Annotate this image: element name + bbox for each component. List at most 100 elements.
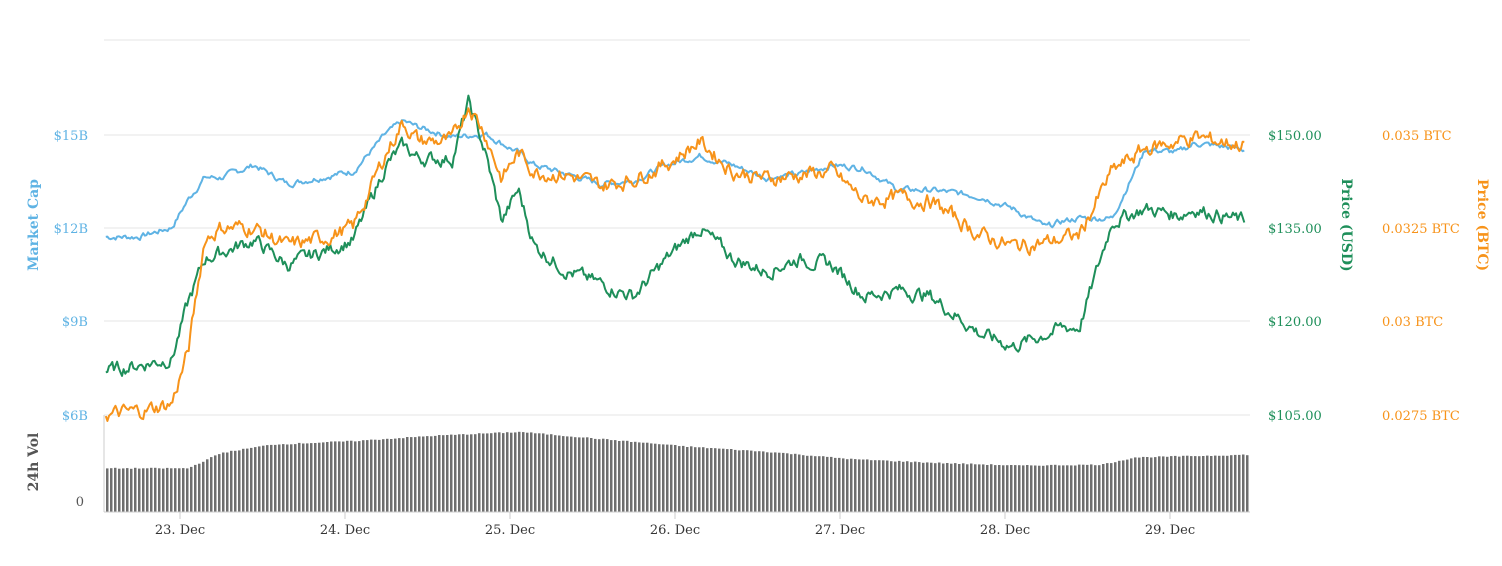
volume-bar [598, 439, 601, 512]
volume-bar [170, 468, 173, 512]
volume-bar [1018, 465, 1021, 512]
volume-bar [1122, 460, 1125, 512]
volume-bar [1082, 464, 1085, 512]
volume-bar [290, 444, 293, 512]
volume-bar [594, 438, 597, 512]
volume-bar [462, 434, 465, 512]
volume-bar [1230, 455, 1233, 512]
volume-bar [658, 444, 661, 512]
x-tick-label: 23. Dec [155, 523, 205, 538]
volume-bar [946, 463, 949, 512]
volume-bar [158, 468, 161, 512]
market_cap-tick: $12B [54, 222, 88, 237]
volume-bar [154, 467, 157, 512]
volume-bar [306, 443, 309, 512]
volume-bar [874, 460, 877, 512]
volume-bar [426, 436, 429, 512]
volume-bar [466, 434, 469, 512]
volume-bar [774, 452, 777, 512]
volume-bar [894, 461, 897, 512]
volume-zero-tick: 0 [76, 495, 84, 510]
volume-bar [730, 449, 733, 512]
volume-bar [706, 448, 709, 512]
volume-bar [414, 437, 417, 512]
volume-bar [1118, 460, 1121, 512]
volume-bar [622, 440, 625, 512]
volume-bar [846, 459, 849, 512]
volume-bar [690, 446, 693, 512]
volume-bar [682, 445, 685, 512]
volume-bar [286, 444, 289, 512]
volume-bar [1138, 457, 1141, 512]
volume-bar [978, 464, 981, 512]
volume-bar [1002, 465, 1005, 512]
volume-bar [1046, 465, 1049, 512]
volume-bar [1078, 464, 1081, 512]
volume-bar [1158, 456, 1161, 512]
volume-bar [542, 433, 545, 512]
volume-bar [450, 434, 453, 512]
volume-bar [258, 446, 261, 512]
volume-bar [334, 441, 337, 512]
volume-bar [694, 447, 697, 512]
volume-bar [202, 461, 205, 512]
volume-bar [738, 450, 741, 512]
volume-bar [1074, 465, 1077, 512]
price_btc-tick: 0.0275 BTC [1382, 409, 1460, 424]
volume-bar [806, 455, 809, 512]
volume-bar [1042, 465, 1045, 512]
volume-bar [1218, 455, 1221, 512]
volume-bar [446, 435, 449, 512]
volume-bar [326, 442, 329, 512]
volume-bar [1114, 462, 1117, 512]
volume-bar [794, 453, 797, 512]
volume-bar [526, 432, 529, 512]
volume-bar [1182, 455, 1185, 512]
volume-bar [994, 465, 997, 512]
volume-bar [974, 464, 977, 512]
volume-bar [406, 437, 409, 512]
volume-bar [534, 433, 537, 512]
volume-bar [398, 438, 401, 512]
volume-bar [1238, 454, 1241, 512]
volume-bar [558, 435, 561, 512]
volume-bar [910, 462, 913, 512]
volume-bar [1202, 456, 1205, 512]
volume-bar [1086, 464, 1089, 512]
volume-bar [106, 468, 109, 512]
volume-bar [1198, 456, 1201, 512]
volume-bar [422, 436, 425, 512]
volume-bar [718, 448, 721, 512]
volume-bar [1210, 456, 1213, 512]
volume-bar [1094, 465, 1097, 512]
volume-bar [358, 441, 361, 512]
price_btc-tick: 0.035 BTC [1382, 129, 1452, 144]
volume-bar [530, 432, 533, 512]
volume-bar [870, 460, 873, 512]
volume-bar [758, 451, 761, 512]
volume-bar [918, 462, 921, 512]
volume-bar [602, 438, 605, 512]
volume-bar [386, 438, 389, 512]
volume-bar [1186, 455, 1189, 512]
volume-bar [958, 464, 961, 512]
volume-bar [310, 443, 313, 512]
volume-bar [578, 437, 581, 512]
volume-bar [242, 448, 245, 512]
market_cap-line [105, 119, 1245, 241]
volume-bar [778, 452, 781, 512]
volume-bar [454, 434, 457, 512]
volume-bar [882, 460, 885, 512]
volume-bar [114, 467, 117, 512]
volume-bar [214, 455, 217, 512]
volume-bar [938, 462, 941, 512]
volume-bar [1098, 465, 1101, 512]
series-lines [104, 94, 1246, 422]
volume-bar [282, 444, 285, 512]
volume-bar [190, 466, 193, 512]
volume-bar [250, 447, 253, 512]
volume-bar [1030, 465, 1033, 512]
volume-bar [886, 460, 889, 512]
volume-bar [834, 457, 837, 512]
volume-bar [1234, 454, 1237, 512]
